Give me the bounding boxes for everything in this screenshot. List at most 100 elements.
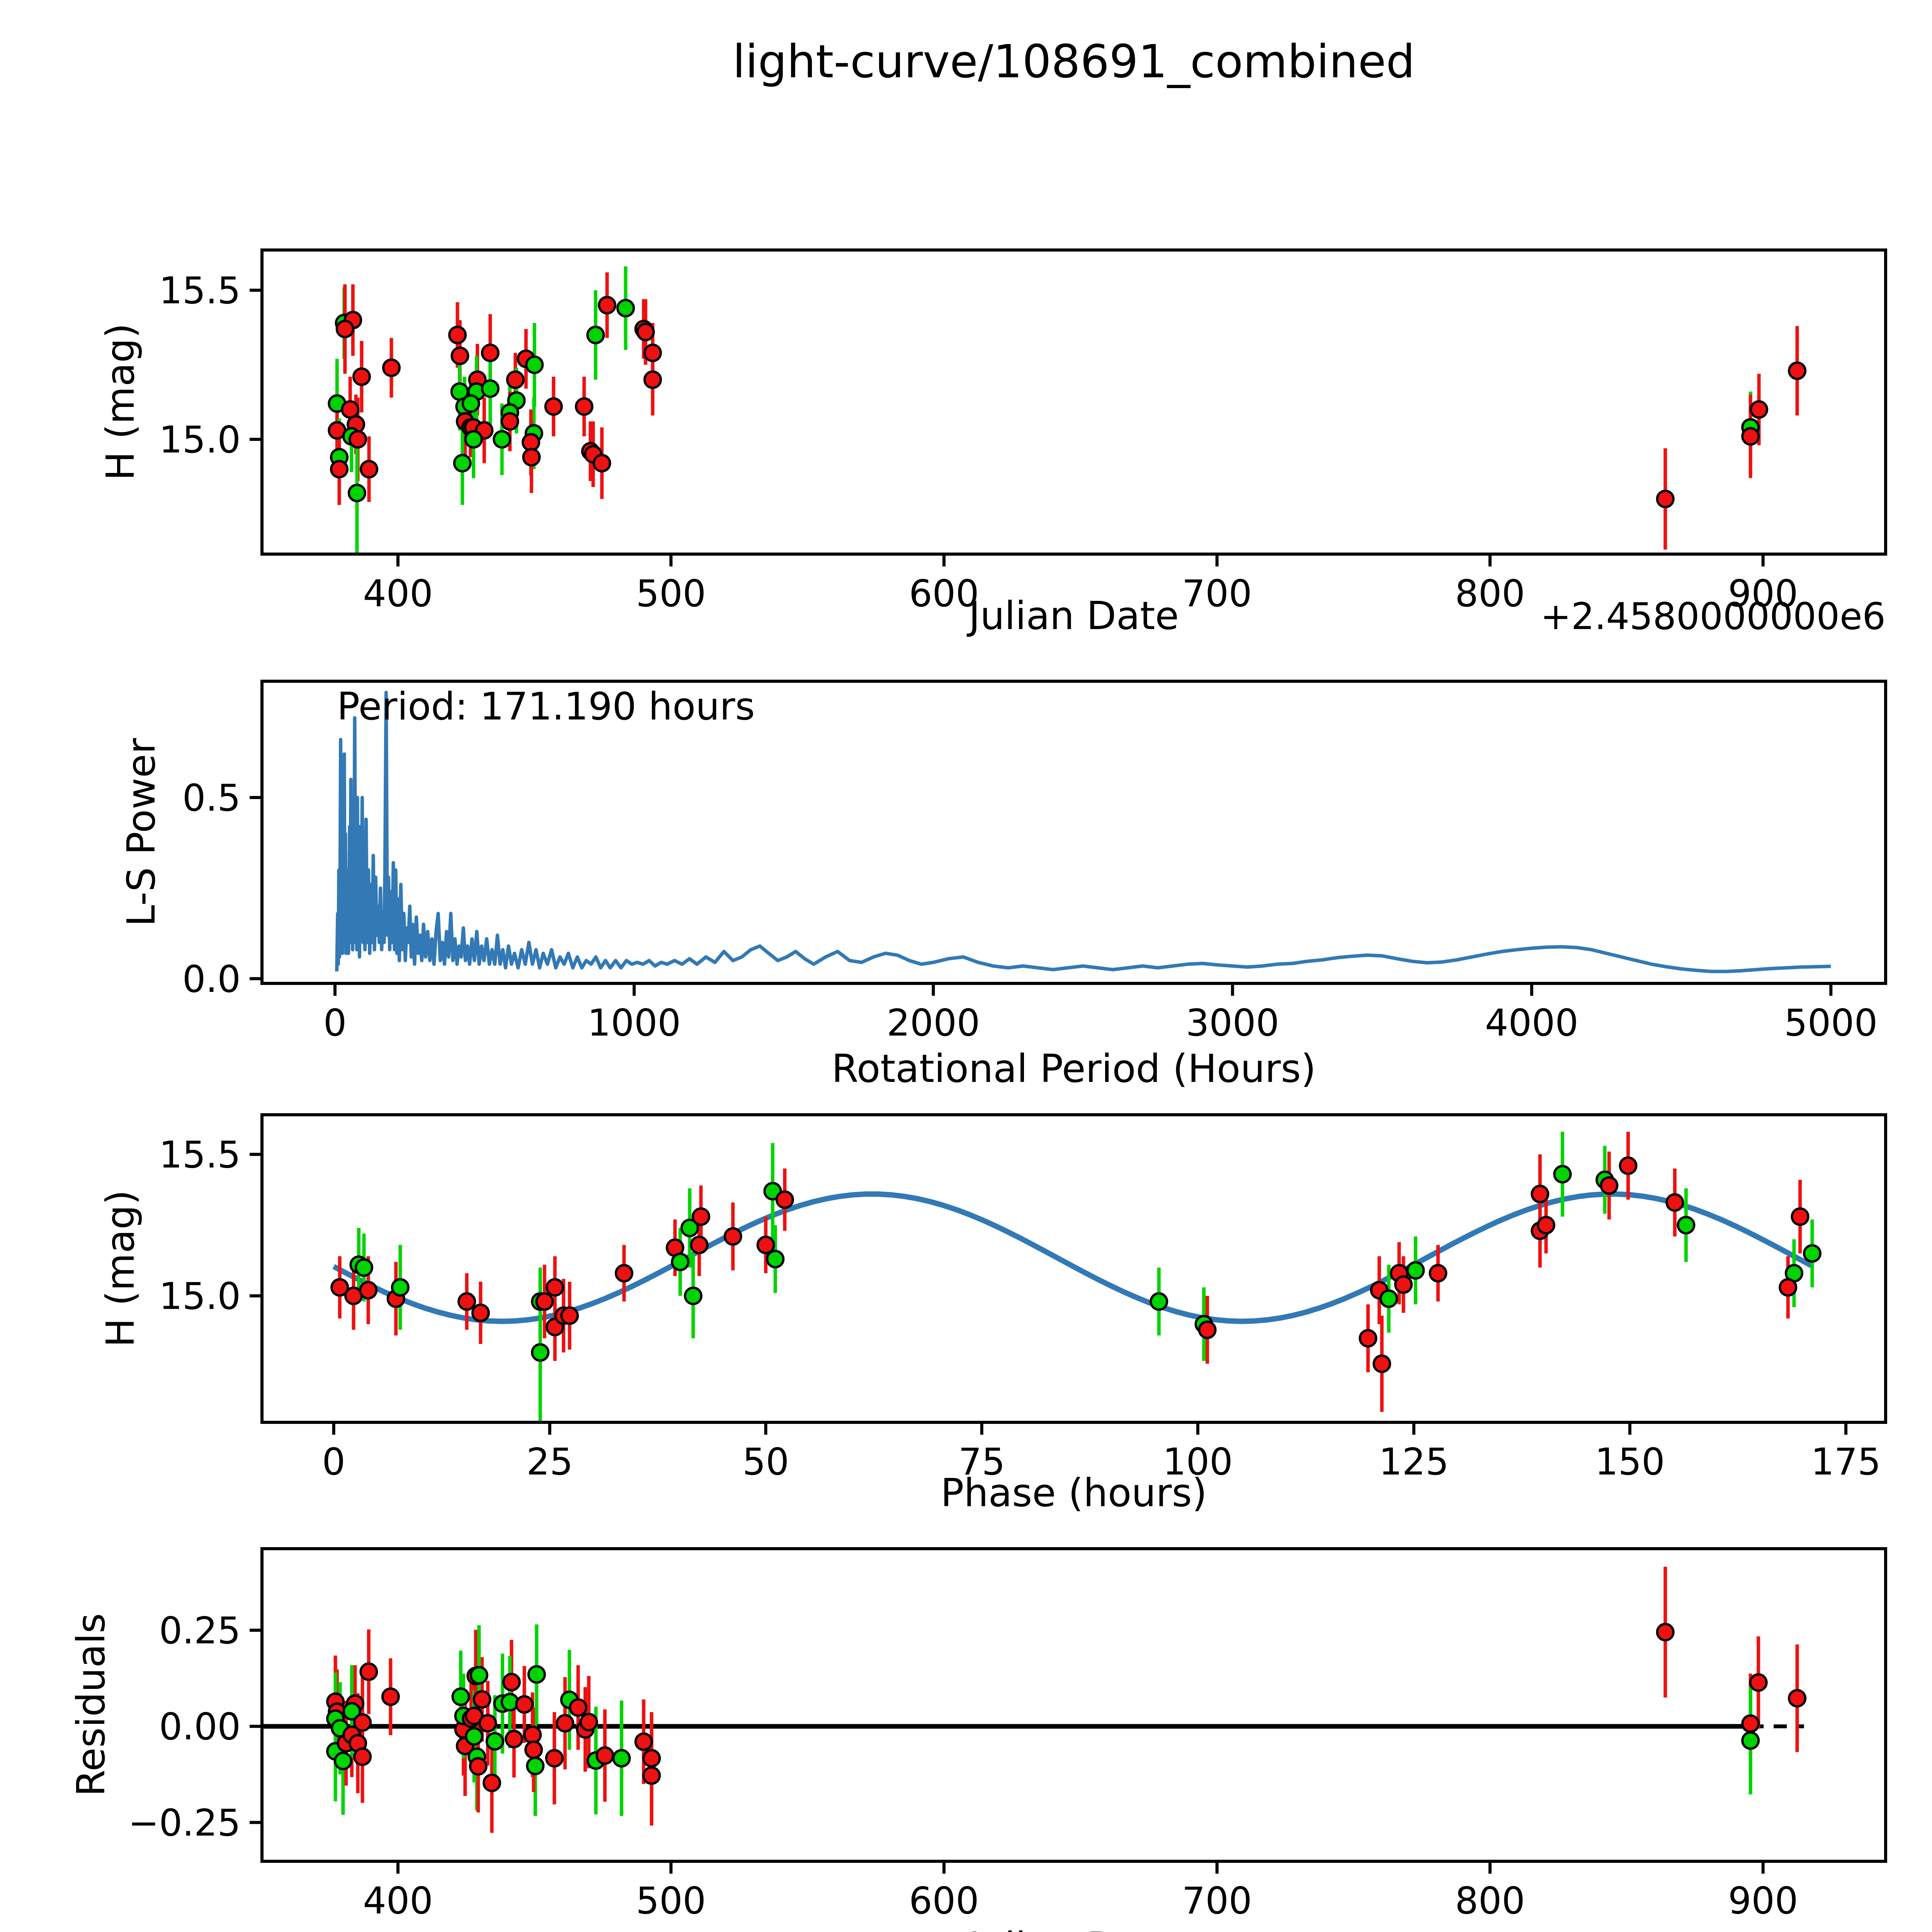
jd-mag-content — [328, 266, 1807, 554]
data-point-green — [671, 1252, 690, 1271]
x-tick-label: 500 — [636, 573, 706, 615]
data-point-green — [464, 430, 483, 449]
data-point-green — [1803, 1244, 1821, 1263]
data-point-red — [692, 1207, 711, 1226]
model-curve — [332, 1191, 1813, 1324]
x-tick-label: 150 — [1595, 1441, 1665, 1483]
data-point-red — [522, 448, 541, 467]
data-point-green — [612, 1749, 631, 1768]
data-point-red — [1394, 1275, 1413, 1294]
subplot-jd-mag: 400 500 600 700 800 900 15.0 15.5 Julian Date +… — [98, 248, 1887, 638]
data-point-green — [469, 1666, 488, 1685]
data-point-red — [353, 1747, 372, 1766]
subplot-residuals: 400 500 600 700 800 900 −0.25 0.00 0.25 Julian D… — [68, 1547, 1887, 1932]
data-point-red — [544, 397, 563, 416]
residuals-frame: 400 500 600 700 800 900 −0.25 0.00 0.25 — [128, 1547, 1887, 1922]
data-point-red — [1359, 1329, 1378, 1348]
data-point-red — [478, 1714, 497, 1733]
data-point-red — [615, 1264, 634, 1283]
x-tick-label: 400 — [363, 1880, 433, 1922]
data-point-red — [1619, 1156, 1638, 1175]
subplot-periodogram: 0 1000 2000 3000 4000 5000 0.0 0.5 Period: 171.… — [119, 680, 1887, 1091]
data-point-red — [1656, 1622, 1675, 1641]
data-point-red — [592, 454, 611, 473]
x-tick-label: 100 — [1163, 1441, 1233, 1483]
data-point-green — [461, 394, 480, 413]
data-point-red — [1537, 1216, 1556, 1235]
x-tick-label: 0 — [322, 1441, 345, 1483]
data-point-red — [723, 1227, 742, 1246]
data-point-green — [342, 1702, 361, 1721]
data-point-red — [353, 1713, 372, 1732]
data-point-red — [1531, 1185, 1549, 1204]
data-point-green — [616, 299, 635, 318]
residuals-ylabel: Residuals — [68, 1613, 114, 1796]
data-point-green — [347, 483, 366, 502]
y-tick-label: 0.25 — [159, 1610, 241, 1652]
data-point-green — [453, 454, 472, 473]
data-point-red — [473, 1690, 492, 1709]
data-point-red — [1741, 1714, 1760, 1733]
data-point-red — [775, 1190, 794, 1209]
data-point-red — [457, 1292, 476, 1311]
data-point-green — [684, 1286, 702, 1305]
x-tick-label: 900 — [1728, 573, 1798, 615]
data-point-red — [598, 296, 617, 315]
data-point-red — [556, 1714, 575, 1733]
data-point-green — [333, 1752, 352, 1770]
data-point-red — [381, 1687, 400, 1706]
data-point-red — [1749, 1673, 1768, 1692]
data-point-red — [636, 323, 655, 342]
data-point-red — [506, 370, 525, 389]
jd-mag-frame: 400 500 600 700 800 900 15.0 15.5 — [159, 248, 1887, 615]
data-point-green — [1150, 1292, 1168, 1311]
data-point-green — [493, 430, 512, 449]
data-point-red — [1741, 427, 1760, 446]
x-tick-label: 500 — [636, 1880, 706, 1922]
data-point-red — [330, 460, 349, 479]
data-point-red — [502, 1673, 521, 1692]
x-tick-label: 700 — [1182, 573, 1252, 615]
y-tick-label: 15.0 — [159, 1276, 241, 1318]
data-point-green — [531, 1343, 550, 1362]
data-point-red — [482, 1774, 501, 1793]
data-point-red — [1656, 490, 1675, 509]
data-point-red — [359, 1662, 378, 1681]
data-point-red — [524, 1740, 543, 1759]
x-tick-label: 2000 — [887, 1002, 980, 1044]
data-point-green — [586, 325, 605, 344]
phase-content — [330, 1131, 1821, 1422]
phase-frame: 0 25 50 75 100 125 150 175 15.0 15.5 — [159, 1113, 1887, 1483]
data-point-red — [1198, 1320, 1217, 1339]
y-tick-label: 0.0 — [182, 958, 241, 1001]
data-point-red — [481, 344, 500, 362]
x-tick-label: 3000 — [1186, 1002, 1279, 1044]
axes-frame — [260, 680, 1887, 985]
x-tick-label: 50 — [742, 1441, 789, 1483]
data-point-red — [1788, 361, 1807, 380]
data-point-red — [523, 1725, 542, 1744]
periodogram-ylabel: L-S Power — [119, 738, 164, 927]
data-point-green — [391, 1278, 410, 1297]
data-point-red — [500, 412, 519, 431]
data-point-red — [642, 1766, 661, 1785]
data-point-red — [569, 1698, 588, 1717]
data-point-green — [451, 1687, 470, 1706]
data-point-red — [535, 1292, 554, 1311]
y-tick-label: 0.5 — [182, 777, 241, 820]
data-point-red — [1429, 1264, 1447, 1283]
data-point-red — [546, 1278, 565, 1297]
jd-mag-offset-label: +2.4580000000e6 — [1540, 595, 1886, 638]
x-tick-label: 900 — [1728, 1880, 1798, 1922]
data-point-red — [1779, 1278, 1798, 1297]
data-point-red — [349, 430, 367, 449]
data-point-red — [545, 1749, 564, 1768]
residuals-offset-label: +2.4580000000e6 — [1540, 1926, 1886, 1932]
data-point-red — [1750, 400, 1769, 419]
data-point-green — [1379, 1289, 1398, 1308]
x-tick-label: 4000 — [1485, 1002, 1578, 1044]
y-tick-label: −0.25 — [128, 1802, 241, 1844]
x-tick-label: 800 — [1455, 1880, 1525, 1922]
jd-mag-xlabel: Julian Date — [966, 593, 1179, 638]
